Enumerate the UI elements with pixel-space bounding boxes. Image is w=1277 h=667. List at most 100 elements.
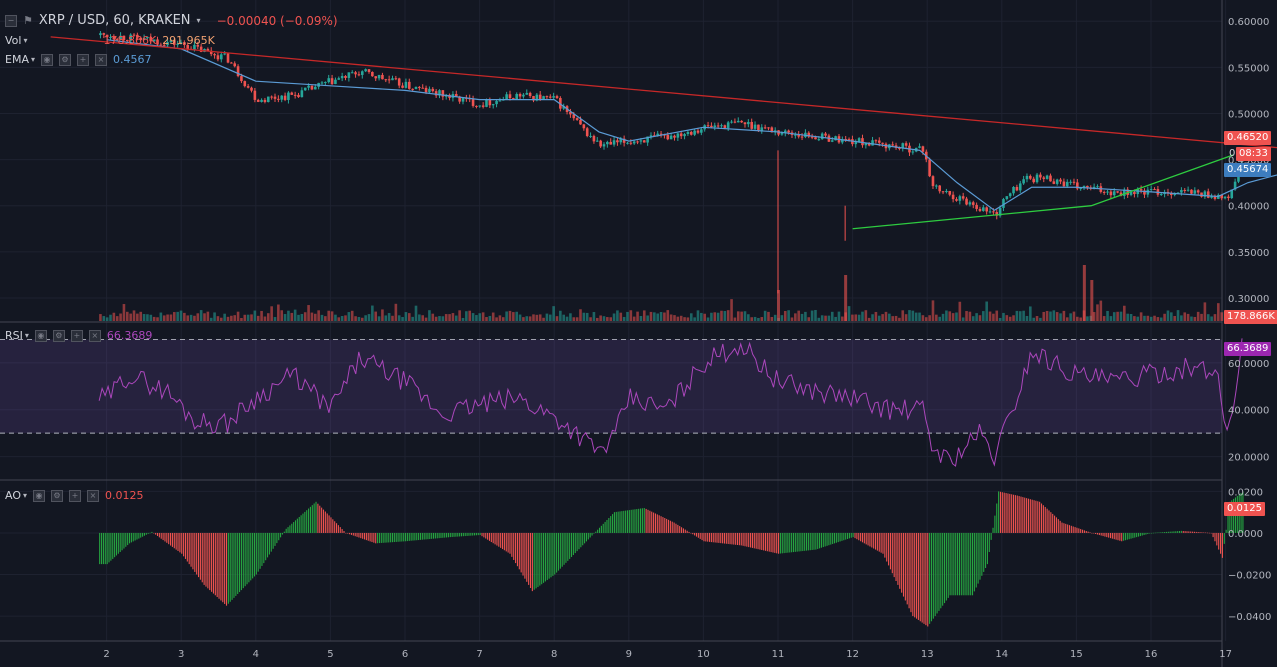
- candle-body: [767, 127, 770, 129]
- candle-body: [689, 131, 693, 135]
- volume-bar: [411, 316, 414, 321]
- volume-bar: [901, 310, 905, 321]
- ao-bar: [539, 532, 541, 586]
- ao-bar: [460, 532, 463, 537]
- volume-bar: [646, 315, 649, 321]
- ao-bar: [1115, 532, 1117, 540]
- ao-bar: [1024, 497, 1026, 533]
- ao-bar: [783, 532, 785, 554]
- close-icon[interactable]: ×: [94, 53, 107, 66]
- volume-bar: [414, 305, 418, 321]
- candle-body: [948, 191, 952, 195]
- ao-bar: [343, 531, 345, 533]
- ao-bar: [772, 532, 774, 553]
- ema-label[interactable]: EMA: [5, 53, 29, 66]
- ao-bar: [671, 521, 673, 533]
- volume-bar: [313, 313, 317, 321]
- ema-dropdown-icon[interactable]: ▾: [30, 55, 35, 64]
- symbol-dropdown-icon[interactable]: ▾: [196, 16, 201, 25]
- volume-label[interactable]: Vol: [5, 34, 22, 47]
- flag-icon[interactable]: ⚑: [23, 14, 33, 27]
- candle-body: [757, 124, 760, 131]
- volume-bar: [780, 315, 784, 321]
- eye-icon[interactable]: ◉: [33, 489, 46, 502]
- settings-icon[interactable]: ⚙: [58, 53, 71, 66]
- ao-bar: [352, 532, 354, 536]
- ao-bar: [101, 532, 103, 565]
- ao-bar: [768, 532, 770, 552]
- volume-bar: [753, 316, 757, 321]
- ao-bar: [1229, 501, 1231, 533]
- volume-bar: [461, 317, 465, 321]
- rsi-dropdown-icon[interactable]: ▾: [24, 331, 29, 340]
- candle-body: [988, 211, 992, 213]
- candle-body: [747, 121, 750, 125]
- ao-bar: [1026, 498, 1028, 533]
- ao-dropdown-icon[interactable]: ▾: [23, 491, 28, 500]
- eye-icon[interactable]: ◉: [34, 329, 47, 342]
- ao-bar: [115, 532, 118, 556]
- ao-bar: [628, 510, 630, 533]
- ao-bar: [319, 505, 321, 533]
- candle-body: [283, 95, 287, 100]
- ema-value: 0.4567: [112, 53, 152, 66]
- candle-body: [622, 138, 626, 143]
- volume-bar: [525, 316, 529, 321]
- ao-bar: [205, 532, 207, 587]
- ao-bar: [229, 532, 231, 602]
- add-icon[interactable]: +: [70, 329, 83, 342]
- volume-bar: [548, 314, 552, 321]
- candle-body: [1200, 192, 1203, 197]
- ao-bar: [1001, 492, 1003, 533]
- candle-body: [243, 81, 247, 87]
- ao-bar: [606, 519, 608, 533]
- ao-bar: [705, 532, 707, 542]
- ao-bar: [927, 532, 929, 627]
- ao-bar: [1147, 532, 1149, 534]
- add-icon[interactable]: +: [69, 489, 82, 502]
- rsi-label[interactable]: RSI: [5, 329, 23, 342]
- symbol-title[interactable]: XRP / USD, 60, KRAKEN: [38, 13, 191, 28]
- volume-bar: [119, 313, 122, 321]
- add-icon[interactable]: +: [76, 53, 89, 66]
- ao-bar: [998, 491, 1000, 533]
- ao-bar: [1063, 523, 1065, 533]
- ao-bar: [750, 532, 752, 548]
- collapse-icon[interactable]: −: [5, 14, 17, 27]
- candle-body: [740, 120, 743, 123]
- ao-bar: [1130, 532, 1132, 539]
- ao-label[interactable]: AO: [5, 489, 21, 502]
- volume-spike: [844, 275, 848, 321]
- volume-bar: [851, 314, 854, 321]
- ao-bar: [964, 532, 966, 596]
- support-trendline: [852, 154, 1234, 230]
- ao-bar: [278, 532, 280, 541]
- ao-bar: [723, 532, 726, 544]
- eye-icon[interactable]: ◉: [40, 53, 53, 66]
- candle-body: [720, 125, 723, 127]
- ao-bar: [1005, 493, 1007, 533]
- settings-icon[interactable]: ⚙: [51, 489, 64, 502]
- volume-bar: [810, 310, 814, 321]
- volume-bar: [639, 316, 643, 321]
- candle-body: [303, 87, 307, 91]
- volume-dropdown-icon[interactable]: ▾: [23, 36, 28, 45]
- close-icon[interactable]: ×: [87, 489, 100, 502]
- ao-bar: [774, 532, 776, 553]
- candle-body: [505, 94, 508, 100]
- close-icon[interactable]: ×: [88, 329, 101, 342]
- volume-bar: [223, 313, 226, 321]
- ao-bar: [242, 532, 244, 589]
- ao-bar: [533, 532, 535, 590]
- volume-bar: [988, 311, 992, 321]
- ao-bar: [736, 532, 739, 545]
- candle-body: [1206, 191, 1210, 198]
- ao-bar: [1054, 515, 1056, 533]
- candle-body: [206, 48, 210, 51]
- settings-icon[interactable]: ⚙: [52, 329, 65, 342]
- candle-body: [280, 95, 284, 100]
- volume-bar: [1203, 302, 1207, 321]
- volume-bar: [787, 310, 790, 321]
- volume-bar: [172, 312, 176, 321]
